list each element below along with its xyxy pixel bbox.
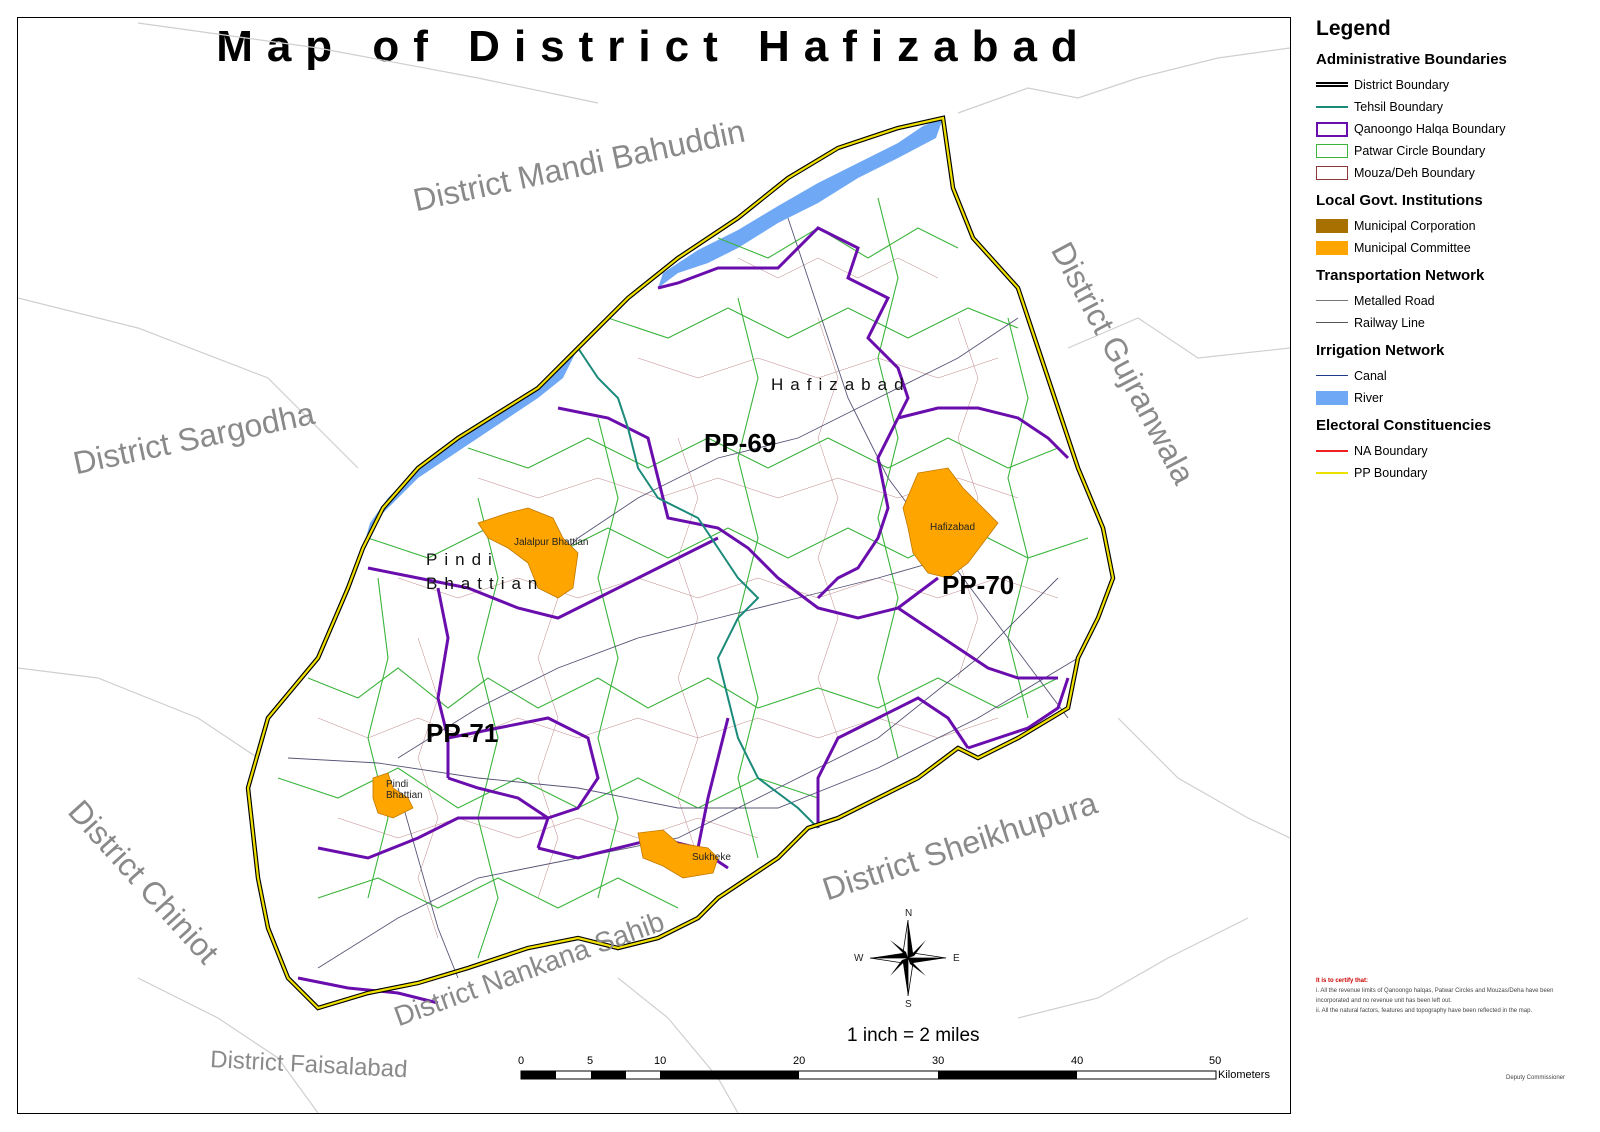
label-tehsil-pindi-bhattian: Pindi Bhattian — [426, 550, 545, 593]
municipal-areas — [372, 467, 999, 879]
legend-item: Qanoongo Halqa Boundary — [1316, 118, 1596, 140]
legend-item-label: Canal — [1354, 369, 1387, 383]
scale-tick: 20 — [793, 1055, 806, 1067]
legend-item-label: PP Boundary — [1354, 466, 1428, 480]
legend-swatch — [1316, 100, 1348, 114]
legend-swatch — [1316, 78, 1348, 92]
legend-item: Canal — [1316, 365, 1596, 387]
legend-swatch — [1316, 166, 1348, 180]
legend-item: District Boundary — [1316, 74, 1596, 96]
certificate-line: ii. All the natural factors, features an… — [1316, 1008, 1533, 1014]
certificate-note: It is to certify that: i. All the revenu… — [1316, 976, 1586, 1016]
legend-swatch — [1316, 444, 1348, 458]
scale-bar — [520, 1070, 1217, 1080]
legend-group-title: Irrigation Network — [1316, 342, 1445, 359]
legend-swatch — [1316, 316, 1348, 330]
road-network — [287, 217, 1079, 979]
legend-heading: Legend — [1316, 17, 1391, 40]
map-frame: Map of District Hafizabad — [17, 17, 1291, 1114]
legend-item: River — [1316, 387, 1596, 409]
legend-item: NA Boundary — [1316, 440, 1596, 462]
legend-item: PP Boundary — [1316, 462, 1596, 484]
label-town-pindi-bhattian: Pindi Bhattian — [386, 779, 423, 801]
compass-e: E — [953, 953, 960, 964]
legend-item-label: Tehsil Boundary — [1354, 100, 1443, 114]
certificate-line: i. All the revenue limits of Qanoongo ha… — [1316, 988, 1554, 1004]
legend-swatch — [1316, 241, 1348, 255]
scale-tick: 30 — [932, 1055, 945, 1067]
legend-swatch — [1316, 294, 1348, 308]
legend-group-title: Administrative Boundaries — [1316, 51, 1507, 68]
scale-tick: 0 — [518, 1055, 525, 1067]
label-town-sukheke: Sukheke — [692, 852, 731, 863]
tehsil-boundary — [577, 347, 819, 829]
legend-item: Mouza/Deh Boundary — [1316, 162, 1596, 184]
scale-unit: Kilometers — [1218, 1069, 1270, 1081]
label-pp-69: PP-69 — [704, 428, 777, 458]
legend-item-label: Municipal Corporation — [1354, 219, 1476, 233]
label-town-hafizabad: Hafizabad — [930, 522, 976, 533]
neighbor-boundaries — [18, 22, 1290, 1113]
legend-groups: Administrative Boundaries District Bounda… — [1316, 51, 1596, 484]
legend-item-label: Mouza/Deh Boundary — [1354, 166, 1475, 180]
legend-item-label: NA Boundary — [1354, 444, 1428, 458]
legend-group-title: Transportation Network — [1316, 267, 1485, 284]
legend-item: Municipal Committee — [1316, 237, 1596, 259]
legend-swatch — [1316, 466, 1348, 480]
legend-item: Municipal Corporation — [1316, 215, 1596, 237]
legend-swatch — [1316, 144, 1348, 158]
legend-item-label: Municipal Committee — [1354, 241, 1471, 255]
label-town-jalalpur: Jalalpur Bhattian — [514, 537, 589, 548]
label-pp-71: PP-71 — [426, 718, 499, 748]
legend-panel: Legend Administrative Boundaries District… — [1316, 17, 1596, 484]
legend-item-label: Metalled Road — [1354, 294, 1435, 308]
legend-item: Metalled Road — [1316, 290, 1596, 312]
legend-item: Railway Line — [1316, 312, 1596, 334]
label-pp-70: PP-70 — [942, 570, 1015, 600]
legend-item-label: Qanoongo Halqa Boundary — [1354, 122, 1506, 136]
scale-ratio: 1 inch = 2 miles — [847, 1025, 980, 1046]
map-canvas — [18, 22, 1290, 1113]
compass-rose — [869, 919, 947, 997]
scale-tick: 50 — [1209, 1055, 1222, 1067]
map-title: Map of District Hafizabad — [216, 22, 1092, 71]
compass-n: N — [905, 908, 913, 919]
label-tehsil-hafizabad: Hafizabad — [771, 375, 911, 394]
legend-item-label: District Boundary — [1354, 78, 1450, 92]
legend-item-label: Railway Line — [1354, 316, 1425, 330]
compass-s: S — [905, 999, 912, 1010]
legend-item: Patwar Circle Boundary — [1316, 140, 1596, 162]
legend-group-title: Local Govt. Institutions — [1316, 192, 1483, 209]
scale-tick: 10 — [654, 1055, 667, 1067]
scale-tick: 5 — [587, 1055, 594, 1067]
legend-group-title: Electoral Constituencies — [1316, 417, 1492, 434]
pp-boundary — [246, 116, 1115, 1010]
compass-w: W — [854, 953, 864, 964]
district-area — [248, 118, 1113, 1008]
legend-swatch — [1316, 219, 1348, 233]
legend-swatch — [1316, 369, 1348, 383]
legend-swatch — [1316, 122, 1348, 137]
legend-item: Tehsil Boundary — [1316, 96, 1596, 118]
legend-item-label: River — [1354, 391, 1384, 405]
legend-swatch — [1316, 391, 1348, 405]
legend-item-label: Patwar Circle Boundary — [1354, 144, 1486, 158]
signature-label: Deputy Commissioner — [1506, 1075, 1566, 1081]
certificate-title: It is to certify that: — [1316, 978, 1369, 984]
scale-tick: 40 — [1071, 1055, 1084, 1067]
